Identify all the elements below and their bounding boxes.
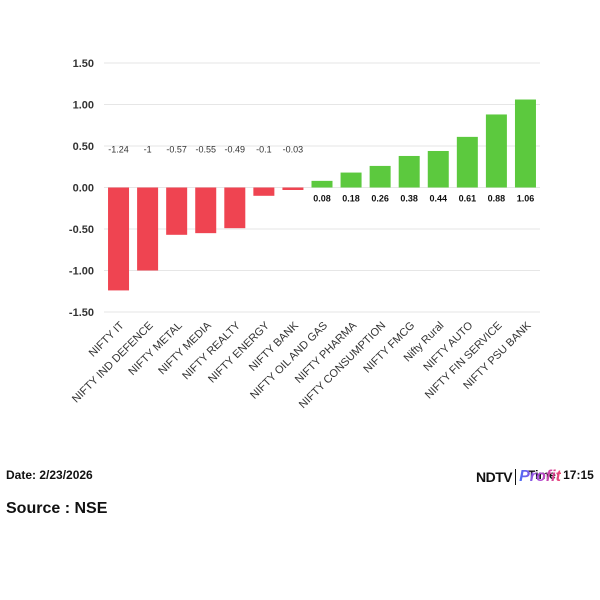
- data-label: -0.03: [283, 145, 304, 155]
- data-label: 0.38: [400, 194, 418, 204]
- bar: [340, 172, 362, 188]
- bar: [137, 187, 159, 271]
- bars: [108, 99, 536, 291]
- bar: [514, 99, 536, 188]
- bar: [369, 165, 391, 188]
- bar: [282, 187, 304, 190]
- bar: [195, 187, 217, 234]
- y-tick-label: -0.50: [69, 224, 94, 236]
- data-label: 0.88: [488, 194, 506, 204]
- data-label: 1.06: [517, 194, 535, 204]
- bar: [253, 187, 275, 196]
- brand-divider: [515, 469, 517, 485]
- data-label: 0.44: [430, 194, 448, 204]
- brand-ndtv: NDTV: [476, 469, 513, 485]
- data-label: 0.61: [459, 194, 477, 204]
- y-tick-label: 1.50: [73, 58, 94, 70]
- y-tick-label: 0.50: [73, 141, 94, 153]
- source-label: Source : NSE: [6, 500, 108, 517]
- brand-profit: Profit: [519, 468, 561, 485]
- date-label: Date: 2/23/2026: [6, 468, 93, 482]
- data-label: -0.55: [195, 145, 216, 155]
- data-label: -0.57: [166, 145, 187, 155]
- data-label: 0.08: [313, 194, 331, 204]
- bar: [224, 187, 246, 229]
- data-label: 0.18: [342, 194, 360, 204]
- data-label: -0.1: [256, 145, 272, 155]
- data-label: -1: [144, 145, 152, 155]
- y-tick-label: 0.00: [73, 183, 94, 195]
- bar: [398, 155, 420, 188]
- bar: [108, 187, 130, 291]
- y-tick-label: -1.50: [69, 307, 94, 319]
- bar: [311, 180, 333, 188]
- ndtv-profit-logo: NDTV Profit: [476, 466, 561, 488]
- data-label: 0.26: [371, 194, 389, 204]
- time-label: Time: 17:15: [528, 468, 594, 482]
- y-tick-label: -1.00: [69, 266, 94, 278]
- bar: [166, 187, 188, 235]
- y-tick-label: 1.00: [73, 100, 94, 112]
- bar: [456, 136, 478, 188]
- y-axis-ticks: 1.50 1.00 0.50 0.00 -0.50 -1.00 -1.50: [69, 58, 94, 319]
- bar: [427, 150, 449, 188]
- data-labels: -1.24 -1 -0.57 -0.55 -0.49 -0.1 -0.03 0.08 0.18 0…: [108, 145, 534, 204]
- data-label: -1.24: [108, 145, 129, 155]
- data-label: -0.49: [225, 145, 246, 155]
- bar-chart: 1.501.000.500.00-0.50-1.00-1.50 -1.24 -1-…: [69, 58, 540, 411]
- bar: [485, 114, 507, 188]
